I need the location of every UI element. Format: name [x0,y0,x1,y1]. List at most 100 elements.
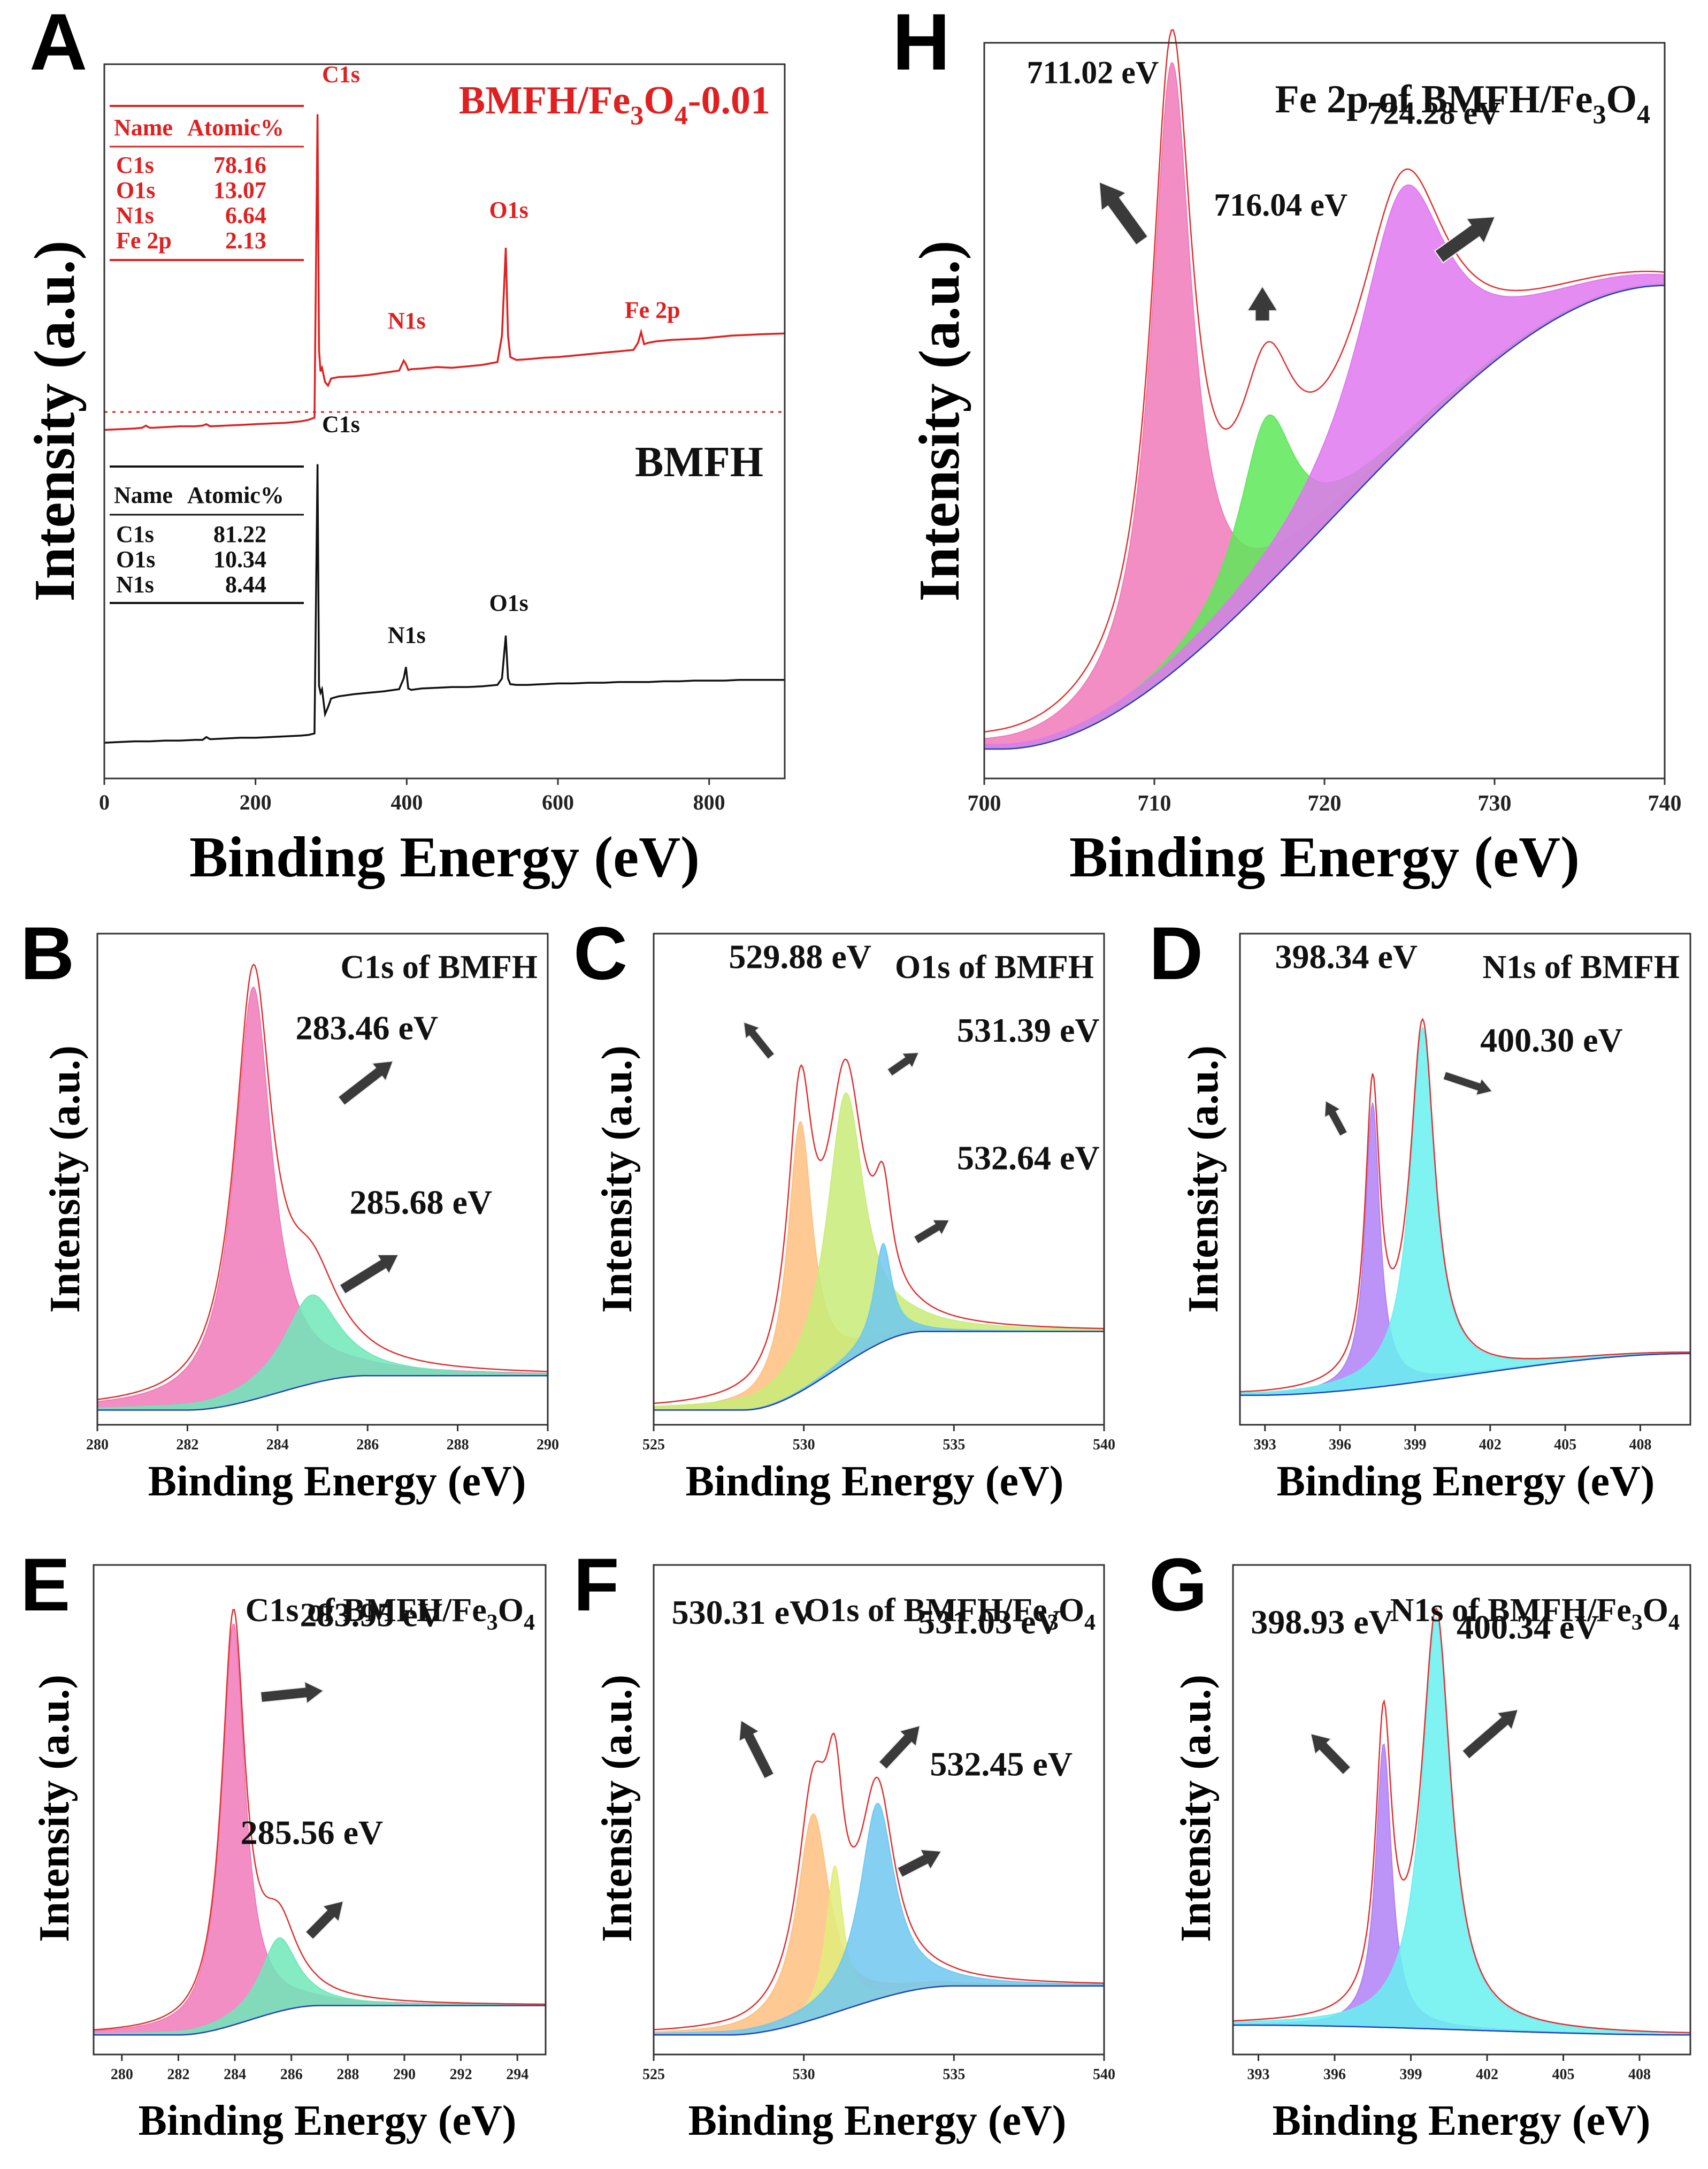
x-tick-label: 720 [1308,791,1342,816]
panel-h-xticks: 700 710 720 730 740 [968,778,1682,816]
panel-d-xticks: 393 396 399 402 405 408 [1254,1425,1651,1453]
annotation-arrow-icon [1098,181,1149,246]
annotation-arrow-icon [1246,285,1279,322]
table-cell: N1s [116,571,154,598]
panel-a-title-black: BMFH [635,439,763,486]
composition-table-red: Name Atomic% C1s 78.16 O1s 13.07 N1s 6.6… [110,105,304,261]
x-tick-label: 530 [793,1437,815,1453]
panel-e: 280 282 284 286 288 290 292 294 283.95 eV 285.56… [20,1542,547,2144]
peak-annotation: 285.56 eV [241,1814,384,1852]
table-cell: O1s [116,546,155,572]
panel-a-letter: A [29,0,87,87]
table-cell: 2.13 [225,227,266,254]
peak-annotation: 283.46 eV [295,1009,438,1047]
peak-annotation: 529.88 eV [729,937,871,975]
background-line [1233,2024,1690,2036]
panel-h-arrows [1098,181,1496,322]
panel-c-xlabel: Binding Energy (eV) [686,1458,1064,1505]
x-tick-label: 292 [450,2066,472,2083]
peak-label: Fe 2p [625,297,680,323]
x-tick-label: 284 [224,2066,246,2083]
peak-annotation: 531.39 eV [957,1011,1100,1049]
x-tick-label: 405 [1552,2066,1575,2083]
peak-label: C1s [322,61,360,87]
panel-g-arrows [1309,1708,1519,1776]
x-tick-label: 284 [266,1437,289,1453]
x-tick-label: 710 [1138,791,1171,816]
table-cell: 6.64 [225,202,266,228]
panel-g-frame [1232,1564,1691,2056]
panel-f-ylabel: Intensity (a.u.) [594,1675,641,1942]
table-cell: C1s [116,521,154,547]
annotation-arrow-icon [742,1021,776,1060]
x-tick-label: 740 [1648,791,1682,816]
x-tick-label: 540 [1093,2066,1115,2083]
panel-d-xlabel: Binding Energy (eV) [1277,1458,1655,1505]
background-line [654,1331,1104,1411]
panel-g-xticks: 393 396 399 402 405 408 [1247,2055,1651,2083]
table-header-name: Name [114,114,173,141]
peak-annotation: 711.02 eV [1027,55,1159,90]
x-tick-label: 290 [393,2066,416,2083]
peak-annotation: 716.04 eV [1214,187,1347,223]
peak-label: O1s [489,197,528,223]
annotation-arrow-icon [878,1724,921,1770]
annotation-arrow-icon [913,1219,951,1245]
x-tick-label: 0 [99,790,110,814]
table-header-atomic: Atomic% [187,114,284,141]
panel-e-xlabel: Binding Energy (eV) [139,2097,517,2144]
panel-c-xticks: 525 530 535 540 [642,1425,1115,1453]
panel-e-letter: E [20,1542,70,1626]
x-tick-label: 525 [642,1437,665,1453]
x-tick-label: 399 [1400,2066,1422,2083]
panel-f-annotations: 530.31 eV 531.03 eV 532.45 eV [672,1593,1073,1783]
envelope-line [653,1732,1104,2030]
x-tick-label: 396 [1323,2066,1346,2083]
panel-f-letter: F [573,1542,619,1626]
panel-b-xticks: 280 282 284 286 288 290 [86,1425,559,1453]
panel-d-letter: D [1149,911,1203,995]
x-tick-label: 402 [1476,2066,1498,2083]
panel-b-letter: B [20,911,74,995]
x-tick-label: 800 [693,790,725,814]
annotation-arrow-icon [339,1254,400,1295]
annotation-arrow-icon [259,1680,325,1705]
panel-c: 525 530 535 540 529.88 eV 531.39 eV 532.64 eV… [573,911,1115,1505]
x-tick-label: 408 [1629,1437,1651,1453]
x-tick-label: 399 [1404,1437,1426,1453]
panel-a-xlabel: Binding Energy (eV) [189,826,700,889]
peak-annotation: 283.95 eV [300,1595,443,1633]
panel-a-title-red: BMFH/Fe3O4-0.01 [459,79,770,130]
panel-e-ylabel: Intensity (a.u.) [31,1675,78,1942]
annotation-arrow-icon [1434,216,1496,264]
x-tick-label: 402 [1479,1437,1502,1453]
composition-table-black: Name Atomic% C1s 81.22 O1s 10.34 N1s 8.4… [110,465,304,604]
envelope-line [1232,1607,1690,2034]
x-tick-label: 408 [1628,2066,1651,2083]
panel-c-title: O1s of BMFH [895,949,1094,986]
peak-annotation: 530.31 eV [672,1593,815,1631]
x-tick-label: 396 [1329,1437,1351,1453]
panel-c-letter: C [573,911,627,995]
panel-b-title: C1s of BMFH [340,949,538,986]
peak-annotation: 400.30 eV [1480,1021,1623,1059]
panel-f-arrows [738,1719,943,1878]
table-cell: 13.07 [213,177,266,203]
table-cell: 81.22 [213,521,266,547]
peak-annotation: 285.68 eV [350,1183,493,1221]
background-line [984,285,1665,750]
annotation-arrow-icon [738,1719,775,1780]
x-tick-label: 290 [537,1437,559,1453]
table-header-name: Name [114,482,173,508]
x-tick-label: 294 [506,2066,529,2083]
envelope-line [93,1609,546,2031]
panel-b-frame [96,933,549,1426]
envelope-line [653,1058,1104,1404]
envelope-line [97,964,548,1400]
series-line-black [104,464,785,744]
peak-label: C1s [322,411,360,438]
panel-d-frame [1239,933,1691,1426]
x-tick-label: 730 [1478,791,1512,816]
